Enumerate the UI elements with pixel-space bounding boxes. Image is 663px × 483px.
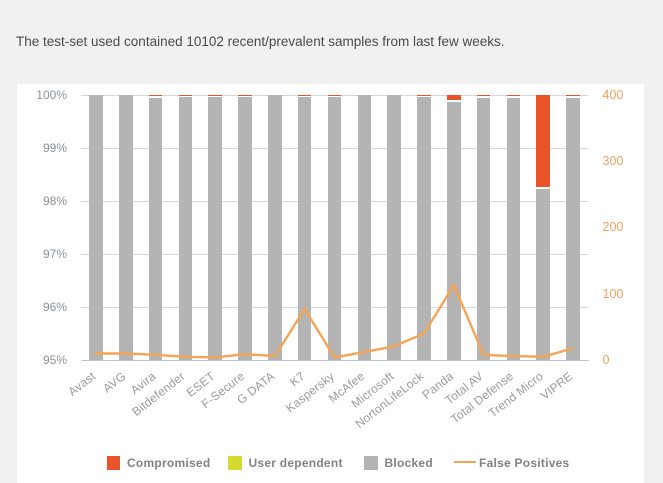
legend: Compromised User dependent Blocked False Po…: [17, 84, 644, 483]
plot-area: 100% 99% 98% 97% 96% 95% 400 300 200 100 0 Avast AVG…: [17, 84, 644, 483]
left-axis-label-96: 96%: [42, 300, 67, 314]
bar-f-secure-blocked[interactable]: [238, 97, 252, 361]
legend-label: Compromised: [127, 455, 211, 470]
bar-avast-blocked[interactable]: [89, 94, 103, 361]
bar-avg-blocked[interactable]: [118, 94, 133, 361]
legend-square-icon: [106, 456, 120, 470]
legend-line-icon: [453, 460, 476, 464]
bar-vipre-blocked[interactable]: [566, 97, 580, 361]
left-axis-label-98: 98%: [42, 193, 67, 208]
bar-kaspersky-blocked[interactable]: [327, 97, 342, 361]
bar-nortonlifelock-blocked[interactable]: [417, 97, 431, 361]
legend-square-icon: [228, 456, 242, 470]
bar-total-defense-blocked[interactable]: [506, 97, 521, 361]
left-axis-label-97: 97%: [42, 246, 67, 261]
right-axis-label-100: 100: [602, 286, 624, 301]
chart-card: 100% 99% 98% 97% 96% 95% 400 300 200 100 0 Avast AVG…: [17, 84, 644, 483]
right-axis-label-0: 0: [602, 353, 610, 368]
bar-avira-blocked[interactable]: [148, 98, 163, 361]
bar-avira-compromised[interactable]: [148, 94, 163, 97]
right-axis-label-400: 400: [602, 87, 624, 102]
right-axis-label-200: 200: [602, 220, 624, 235]
bar-eset-blocked[interactable]: [208, 97, 222, 361]
x-axis-line: [82, 360, 589, 362]
bar-g-data-blocked[interactable]: [268, 94, 282, 361]
bar-f-secure-compromised[interactable]: [238, 94, 252, 96]
bar-k7-blocked[interactable]: [297, 97, 312, 361]
left-axis-label-100: 100%: [36, 87, 67, 102]
bar-panda-compromised[interactable]: [446, 94, 461, 101]
bar-bitdefender-blocked[interactable]: [178, 97, 193, 361]
bar-trend-micro-blocked[interactable]: [536, 188, 551, 361]
bar-bitdefender-compromised[interactable]: [178, 94, 193, 96]
bar-trend-micro-compromised[interactable]: [536, 94, 551, 188]
bar-total-defense-compromised[interactable]: [506, 94, 521, 97]
bar-total-av-blocked[interactable]: [476, 98, 491, 361]
legend-label: False Positives: [479, 455, 570, 470]
bar-mcafee-blocked[interactable]: [357, 94, 372, 361]
chart-subtitle: The test-set used contained 10102 recent…: [16, 34, 505, 49]
bar-kaspersky-compromised[interactable]: [327, 94, 342, 96]
bar-eset-compromised[interactable]: [208, 94, 222, 96]
right-axis-label-300: 300: [602, 153, 624, 168]
left-axis-label-99: 99%: [42, 140, 67, 155]
bar-total-av-compromised[interactable]: [476, 94, 491, 97]
legend-label: User dependent: [248, 455, 343, 470]
legend-square-icon: [364, 456, 378, 470]
legend-label: Blocked: [384, 455, 433, 470]
false-positives-line: [94, 282, 575, 359]
bar-k7-compromised[interactable]: [297, 94, 312, 96]
bar-microsoft-blocked[interactable]: [387, 94, 401, 361]
bar-nortonlifelock-compromised[interactable]: [417, 94, 431, 96]
bar-vipre-compromised[interactable]: [566, 94, 580, 97]
false-positives-polyline[interactable]: [94, 282, 575, 359]
left-axis-label-95: 95%: [42, 353, 67, 368]
